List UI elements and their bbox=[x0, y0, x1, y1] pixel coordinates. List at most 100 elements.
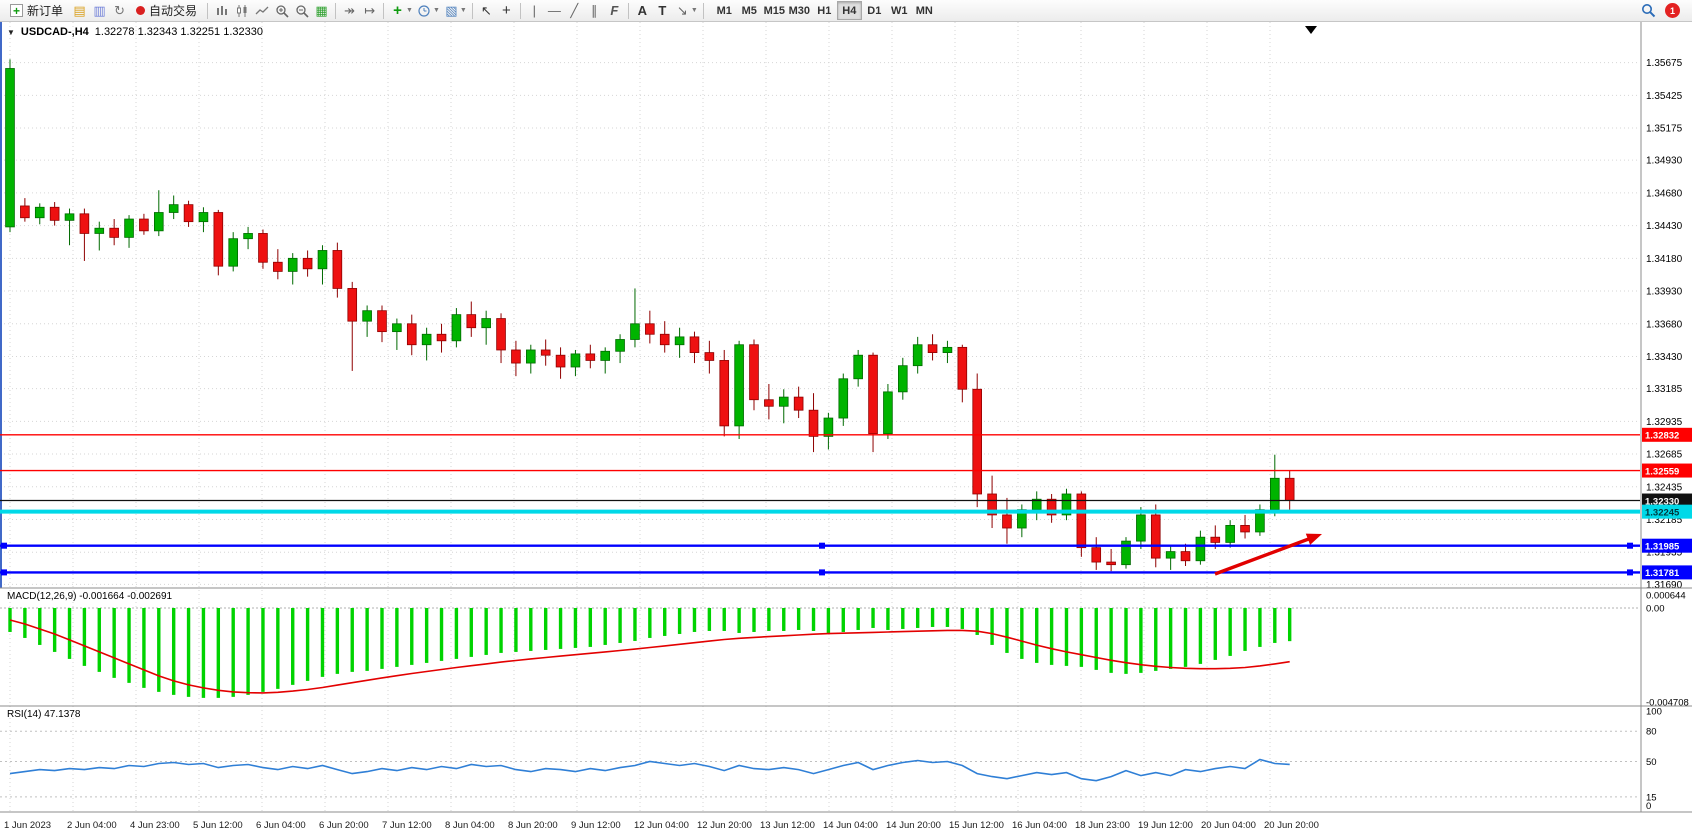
bear-candle bbox=[793, 396, 804, 411]
bull-candle bbox=[451, 314, 462, 342]
bull-candle bbox=[1225, 525, 1235, 543]
time-axis-label: 16 Jun 04:00 bbox=[1012, 820, 1067, 831]
bear-candle bbox=[1150, 514, 1161, 559]
trend-arrow-line[interactable] bbox=[1214, 535, 1314, 576]
bear-candle bbox=[347, 288, 358, 322]
bull-candle bbox=[630, 323, 640, 340]
tf-w1-button[interactable]: W1 bbox=[887, 1, 912, 20]
tf-h1-button[interactable]: H1 bbox=[812, 1, 837, 20]
bear-candle bbox=[927, 344, 938, 353]
line-handle[interactable] bbox=[1627, 569, 1633, 576]
chart-shift-icon[interactable]: ↦ bbox=[364, 3, 375, 18]
line-handle[interactable] bbox=[1, 542, 7, 549]
rsi-scale-label: 0 bbox=[1646, 801, 1651, 812]
candlestick-chart-icon[interactable] bbox=[232, 1, 251, 20]
bull-candle bbox=[778, 396, 789, 407]
bear-candle bbox=[645, 323, 655, 335]
chart-canvas[interactable]: 1.35675 1.35425 1.35175 1.34930 1.34680 1.344… bbox=[0, 22, 1692, 840]
arrows-tool-icon[interactable]: ↘ bbox=[676, 3, 688, 18]
price-tick-label: 1.31690 bbox=[1646, 580, 1683, 591]
bull-candle bbox=[615, 339, 625, 352]
tf-h4-button[interactable]: H4 bbox=[836, 1, 862, 20]
time-axis-label: 20 Jun 20:00 bbox=[1264, 820, 1319, 831]
tf-m1-button[interactable]: M1 bbox=[712, 1, 737, 20]
line-handle[interactable] bbox=[1627, 542, 1633, 549]
fibonacci-icon[interactable]: F bbox=[610, 3, 619, 18]
text-icon[interactable]: A bbox=[637, 3, 648, 18]
bear-candle bbox=[987, 493, 997, 516]
bull-candle bbox=[838, 378, 849, 419]
price-tick-label: 1.33185 bbox=[1646, 384, 1683, 395]
bear-candle bbox=[1240, 525, 1250, 533]
line-handle[interactable] bbox=[819, 569, 825, 576]
bear-candle bbox=[436, 333, 447, 342]
rsi-indicator-label: RSI(14) 47.1378 bbox=[7, 709, 81, 720]
periods-icon[interactable] bbox=[415, 1, 434, 20]
tf-m5-button[interactable]: M5 bbox=[737, 1, 762, 20]
charts-icon[interactable]: ▤ bbox=[73, 3, 86, 18]
bar-chart-icon[interactable] bbox=[212, 1, 231, 20]
line-handle[interactable] bbox=[819, 542, 825, 549]
bull-candle bbox=[1195, 536, 1206, 562]
tile-windows-icon[interactable]: ▦ bbox=[315, 3, 328, 18]
bear-candle bbox=[273, 261, 283, 272]
trend-arrow-head[interactable] bbox=[1305, 533, 1322, 545]
price-label-box bbox=[1642, 565, 1692, 580]
templates-icon[interactable]: ▧ bbox=[445, 3, 458, 18]
time-axis-label: 7 Jun 12:00 bbox=[382, 820, 432, 831]
time-axis-label: 8 Jun 20:00 bbox=[508, 820, 558, 831]
zoom-in-icon[interactable] bbox=[272, 1, 291, 20]
notification-badge[interactable]: 1 bbox=[1665, 3, 1680, 18]
shift-marker[interactable] bbox=[1305, 26, 1317, 34]
bear-candle bbox=[972, 388, 982, 495]
price-tick-label: 1.32185 bbox=[1646, 515, 1683, 526]
bull-candle bbox=[1270, 477, 1280, 511]
collapse-icon[interactable]: ▼ bbox=[7, 27, 15, 37]
autotrade-button[interactable]: 自动交易 bbox=[130, 1, 203, 21]
price-label-text: 1.32330 bbox=[1645, 496, 1679, 507]
crosshair-icon[interactable]: + bbox=[501, 2, 511, 19]
tf-m15-button[interactable]: M15 bbox=[762, 1, 787, 20]
bear-candle bbox=[1076, 493, 1087, 549]
tf-m30-button[interactable]: M30 bbox=[787, 1, 812, 20]
bull-candle bbox=[912, 344, 923, 367]
bear-candle bbox=[20, 205, 30, 219]
channel-icon[interactable]: ∥ bbox=[591, 3, 598, 18]
price-label-box bbox=[1642, 427, 1692, 442]
bear-candle bbox=[109, 227, 119, 238]
toolbar-separator bbox=[335, 2, 337, 19]
line-handle[interactable] bbox=[1, 569, 7, 576]
new-order-button[interactable]: + 新订单 bbox=[4, 1, 69, 21]
search-icon[interactable] bbox=[1639, 1, 1658, 20]
price-tick-label: 1.34180 bbox=[1646, 254, 1683, 265]
cursor-icon[interactable]: ↖ bbox=[480, 3, 492, 18]
toolbar: + 新订单 ▤ ▥ ↻ 自动交易 ▦ ↠ ↦ + ▼ ▼ ▧ ▼ ↖ + | — ╱… bbox=[0, 0, 1692, 22]
bear-candle bbox=[1046, 498, 1057, 516]
tf-mn-button[interactable]: MN bbox=[912, 1, 937, 20]
zoom-out-icon[interactable] bbox=[292, 1, 311, 20]
auto-scroll-icon[interactable]: ↠ bbox=[344, 3, 355, 18]
bull-candle bbox=[570, 353, 581, 368]
price-label-box bbox=[1642, 538, 1692, 553]
tf-d1-button[interactable]: D1 bbox=[862, 1, 887, 20]
bull-candle bbox=[317, 250, 328, 270]
bull-candle bbox=[392, 323, 402, 333]
bear-candle bbox=[1180, 551, 1191, 562]
vertical-line-icon[interactable]: | bbox=[532, 3, 537, 18]
bear-candle bbox=[213, 212, 224, 267]
bear-candle bbox=[1210, 536, 1221, 543]
chart-window: 1.35675 1.35425 1.35175 1.34930 1.34680 1.344… bbox=[0, 22, 1692, 840]
bull-candle bbox=[168, 204, 179, 213]
horizontal-line-icon[interactable]: — bbox=[547, 3, 561, 18]
price-tick-label: 1.35175 bbox=[1646, 124, 1683, 135]
indicators-icon[interactable]: + bbox=[393, 2, 402, 19]
price-tick-label: 1.32685 bbox=[1646, 450, 1683, 461]
text-label-icon[interactable]: T bbox=[658, 3, 667, 18]
macd-signal-line bbox=[9, 619, 1290, 694]
time-axis-label: 4 Jun 23:00 bbox=[130, 820, 180, 831]
data-window-icon[interactable]: ▥ bbox=[93, 3, 106, 18]
price-label-box bbox=[1642, 504, 1692, 519]
line-chart-icon[interactable] bbox=[252, 1, 271, 20]
trendline-icon[interactable]: ╱ bbox=[570, 3, 579, 18]
navigator-icon[interactable]: ↻ bbox=[114, 3, 125, 18]
